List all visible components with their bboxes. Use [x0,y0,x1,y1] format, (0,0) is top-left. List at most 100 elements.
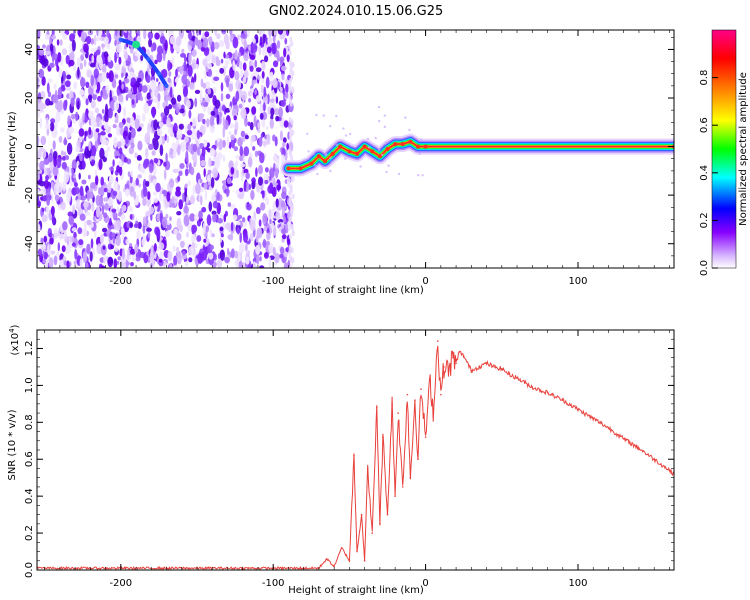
snr-data-point [531,386,534,389]
scatter-blob [374,136,377,140]
scatter-blob [329,169,332,173]
signal-trace-point [330,151,335,156]
snr-ylabel: SNR (10 * v/v) [7,409,18,480]
y-tick-label: 0.4 [24,488,35,504]
scatter-blob [383,114,386,117]
scatter-blob [344,157,347,160]
scatter-blob [367,146,371,149]
scatter-blob [384,141,388,144]
scatter-blob [366,137,370,141]
scatter-blob [335,144,339,147]
colorbar-tick-label: 0.6 [699,117,710,133]
snr-data-point [653,458,655,461]
signal-trace-point [415,144,420,149]
snr-data-point [607,427,610,429]
scatter-blob [315,113,318,117]
colorbar-tick-label: 0.8 [699,70,710,86]
snr-data-point [443,366,445,368]
signal-trace-point [338,144,343,149]
signal-trace-point [400,142,405,147]
snr-data-point [500,367,503,370]
colorbar-tick-label: 0.0 [699,260,710,276]
scatter-blob [330,160,334,164]
snr-data-point [455,362,457,365]
scatter-blob [418,152,421,155]
y-tick-label: 0.0 [24,562,35,578]
snr-data-point [516,377,518,379]
y-tick-label: 0.2 [24,525,35,541]
scatter-blob [377,105,381,109]
scatter-blob [420,138,423,141]
scatter-blob [397,172,401,176]
scatter-blob [303,158,307,162]
snr-multiplier: (x104) [8,324,21,355]
snr-plot-area [37,340,674,570]
snr-data-point [340,547,343,549]
signal-trace-point [286,166,291,171]
snr-data-point [485,362,488,365]
signal-trace-point [393,142,398,147]
snr-data-point [376,406,378,409]
snr-data-point [420,388,422,390]
y-tick-label: -40 [24,236,35,252]
scatter-blob [381,153,384,156]
spectrogram-ylabel: Frequency (Hz) [7,111,18,187]
colorbar: 0.0 0.2 0.4 0.6 0.8 Normalized spectral ampl… [699,29,749,276]
arc-point [146,57,151,62]
scatter-blob [359,165,362,168]
snr-data-point [325,558,328,560]
snr-data-point [333,565,335,568]
scatter-blob [421,174,424,177]
snr-data-point [406,393,409,396]
snr-panel: -200 -100 0 100 0.0 0.2 0.4 0.6 0.8 1.0 1.2 Height… [7,324,675,596]
signal-trace-point [347,149,352,154]
snr-data-point [417,458,419,461]
snr-data-point [462,355,465,357]
snr-data-point [379,523,381,525]
y-tick-label: 0 [24,143,35,149]
spectrogram-frame [36,29,675,269]
signal-trace-point [408,139,413,144]
x-tick-label: 100 [568,276,587,287]
y-tick-label: 1.0 [24,377,35,393]
signal-trace-point [370,149,375,154]
snr-series-line [37,345,674,570]
snr-axes: -200 -100 0 100 0.0 0.2 0.4 0.6 0.8 1.0 1.2 [24,329,674,589]
snr-data-point [429,379,431,381]
snr-data-point [458,351,460,353]
x-tick-label: 0 [422,276,428,287]
colorbar-tick-label: 0.4 [699,165,710,181]
colorbar-ticks: 0.0 0.2 0.4 0.6 0.8 [699,70,718,276]
snr-data-point [360,513,363,516]
scatter-blob [306,132,309,135]
scatter-blob [314,164,317,167]
snr-data-point [348,559,351,562]
snr-data-point [447,369,450,372]
scatter-blob [316,172,319,176]
scatter-blob [307,150,310,153]
snr-data-point [391,403,393,405]
x-tick-label: 100 [568,578,587,589]
spectrogram-xlabel: Height of straight line (km) [288,285,424,296]
snr-data-point [401,486,404,488]
snr-data-point [414,399,416,401]
scatter-blob [385,170,388,174]
y-tick-label: 1.2 [24,341,35,357]
signal-trace-point [298,166,303,171]
scatter-blob [387,164,390,167]
snr-data-point [470,369,473,372]
snr-data-point [382,436,384,438]
scatter-blob [377,149,381,152]
signal-trace-point [362,144,367,149]
snr-data-point [353,454,355,457]
arc-point [164,83,169,88]
snr-data-point [409,476,412,479]
snr-data-point [363,559,366,562]
snr-xlabel: Height of straight line (km) [288,585,424,596]
snr-data-point [668,469,671,472]
signal-trace-point [385,147,390,151]
scatter-blob [329,124,332,128]
snr-data-point [508,373,511,376]
